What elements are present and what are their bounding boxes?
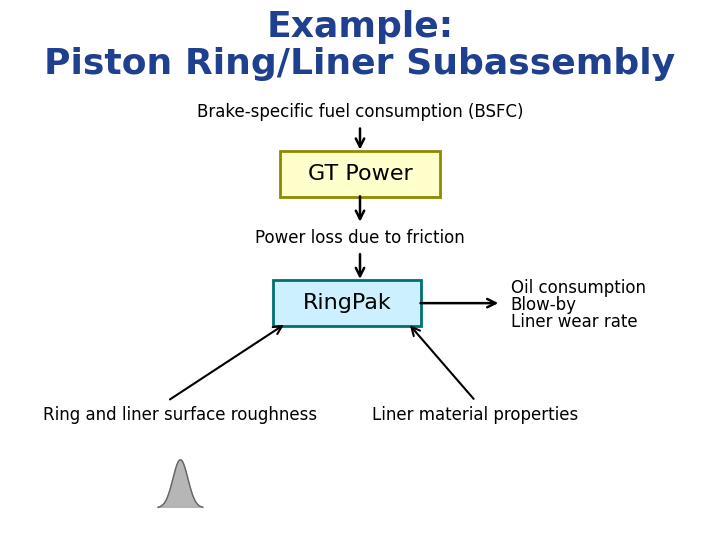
Text: GT Power: GT Power — [307, 164, 413, 184]
Text: Power loss due to friction: Power loss due to friction — [255, 229, 465, 247]
Text: Oil consumption: Oil consumption — [510, 279, 646, 297]
FancyBboxPatch shape — [280, 151, 440, 197]
Text: Piston Ring/Liner Subassembly: Piston Ring/Liner Subassembly — [45, 47, 675, 81]
Text: Liner wear rate: Liner wear rate — [510, 313, 637, 332]
Text: Liner material properties: Liner material properties — [372, 406, 579, 424]
Text: RingPak: RingPak — [303, 293, 392, 313]
Text: Blow-by: Blow-by — [510, 296, 577, 314]
Polygon shape — [158, 460, 203, 507]
Text: Example:: Example: — [266, 10, 454, 44]
Text: Ring and liner surface roughness: Ring and liner surface roughness — [43, 406, 318, 424]
FancyBboxPatch shape — [274, 280, 421, 326]
Text: Brake-specific fuel consumption (BSFC): Brake-specific fuel consumption (BSFC) — [197, 103, 523, 122]
